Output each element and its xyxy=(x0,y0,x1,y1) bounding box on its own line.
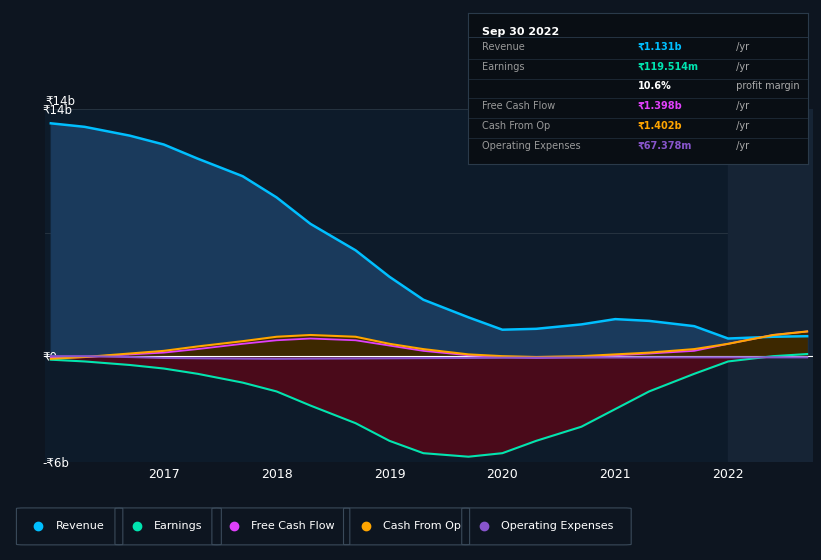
Text: /yr: /yr xyxy=(733,141,750,151)
Text: /yr: /yr xyxy=(733,121,750,131)
Text: /yr: /yr xyxy=(733,42,750,52)
Text: /yr: /yr xyxy=(733,101,750,111)
Text: profit margin: profit margin xyxy=(733,81,800,91)
Text: Free Cash Flow: Free Cash Flow xyxy=(482,101,555,111)
Text: ₹14b: ₹14b xyxy=(45,95,76,108)
Text: Earnings: Earnings xyxy=(482,62,524,72)
Text: Earnings: Earnings xyxy=(154,521,203,531)
Text: Free Cash Flow: Free Cash Flow xyxy=(251,521,335,531)
Text: 10.6%: 10.6% xyxy=(638,81,672,91)
Text: Operating Expenses: Operating Expenses xyxy=(482,141,580,151)
Text: Sep 30 2022: Sep 30 2022 xyxy=(482,27,559,37)
Text: ₹119.514m: ₹119.514m xyxy=(638,62,699,72)
Text: Cash From Op: Cash From Op xyxy=(383,521,461,531)
Text: ₹67.378m: ₹67.378m xyxy=(638,141,692,151)
Text: ₹1.131b: ₹1.131b xyxy=(638,42,682,52)
Text: /yr: /yr xyxy=(733,62,750,72)
Bar xyxy=(728,109,819,462)
Text: Revenue: Revenue xyxy=(56,521,104,531)
Text: Cash From Op: Cash From Op xyxy=(482,121,550,131)
Text: Revenue: Revenue xyxy=(482,42,525,52)
Text: Operating Expenses: Operating Expenses xyxy=(501,521,613,531)
Text: ₹1.398b: ₹1.398b xyxy=(638,101,683,111)
Text: ₹1.402b: ₹1.402b xyxy=(638,121,682,131)
